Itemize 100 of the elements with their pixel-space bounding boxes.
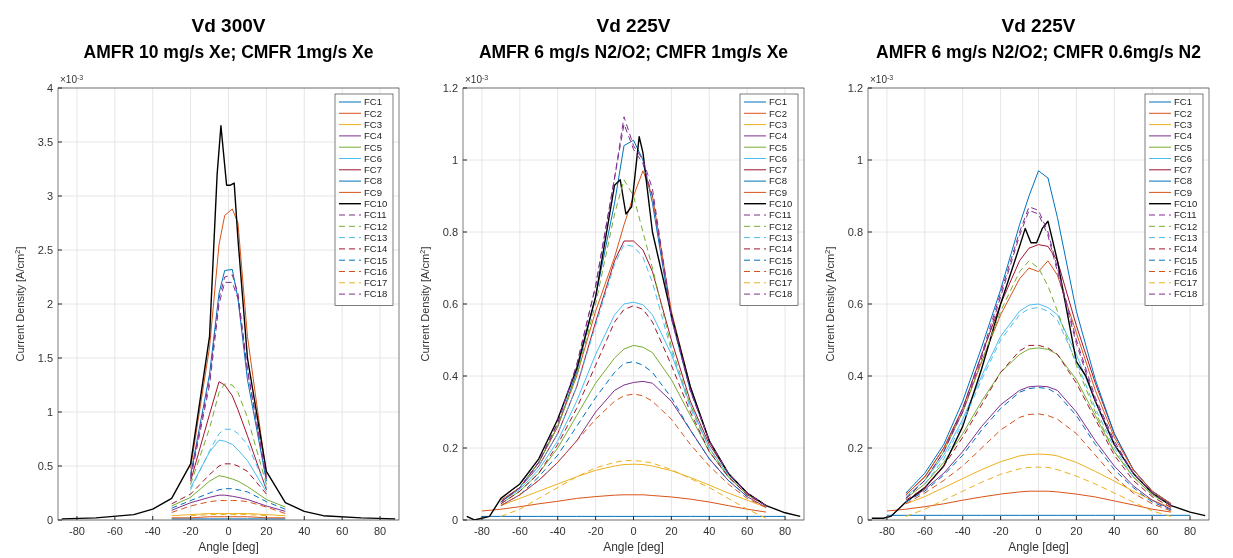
x-tick-label: -20 <box>992 525 1009 537</box>
x-tick-label: 40 <box>1108 525 1121 537</box>
legend-label: FC6 <box>1174 152 1192 164</box>
x-tick-label: 80 <box>778 525 792 537</box>
y-tick-label: 3.5 <box>37 135 53 148</box>
legend-label: FC10 <box>364 198 388 210</box>
legend-label: FC2 <box>1174 107 1192 119</box>
legend-label: FC5 <box>1174 141 1192 153</box>
y-tick-label: 1.2 <box>847 81 863 94</box>
legend-label: FC15 <box>364 254 388 266</box>
legend-label: FC9 <box>364 186 382 198</box>
x-tick-label: 40 <box>703 525 716 537</box>
x-tick-label: 20 <box>260 525 273 537</box>
x-tick-label: 20 <box>665 525 678 537</box>
legend-label: FC17 <box>769 277 793 289</box>
y-tick-label: 0 <box>856 513 863 526</box>
text: ×10$^{-3}$ <box>465 73 489 85</box>
legend-label: FC1 <box>1174 96 1192 108</box>
legend-label: FC2 <box>769 107 787 119</box>
text: ×10$^{-3}$ <box>60 73 84 85</box>
legend-label: FC8 <box>769 175 787 187</box>
x-tick-label: -60 <box>916 525 933 537</box>
x-axis-title: Angle [deg] <box>603 540 664 554</box>
y-tick-label: 0 <box>451 513 458 526</box>
x-tick-label: 80 <box>373 525 387 537</box>
x-tick-label: 0 <box>630 525 637 537</box>
legend-label: FC9 <box>769 186 787 198</box>
legend-label: FC17 <box>364 277 388 289</box>
legend-label: FC14 <box>769 243 793 255</box>
legend-label: FC10 <box>1174 198 1198 210</box>
legend-label: FC7 <box>769 164 787 176</box>
y-tick-label: 1 <box>451 153 458 166</box>
legend-label: FC6 <box>364 152 382 164</box>
legend-label: FC4 <box>1174 130 1192 142</box>
legend-label: FC4 <box>769 130 787 142</box>
y-tick-label: 2.5 <box>37 243 53 256</box>
x-axis-title: Angle [deg] <box>1008 540 1069 554</box>
legend-label: FC2 <box>364 107 382 119</box>
y-tick-label: 0.8 <box>847 225 863 238</box>
legend-label: FC15 <box>1174 254 1198 266</box>
x-tick-label: -40 <box>954 525 971 537</box>
x-tick-label: -40 <box>549 525 566 537</box>
x-tick-label: -80 <box>878 525 895 537</box>
y-tick-label: 4 <box>46 81 53 94</box>
x-tick-label: 60 <box>336 525 349 537</box>
legend-label: FC12 <box>769 220 793 232</box>
legend-label: FC16 <box>364 265 388 277</box>
legend-label: FC5 <box>364 141 382 153</box>
legend-label: FC17 <box>1174 277 1198 289</box>
x-tick-label: -60 <box>106 525 123 537</box>
legend-label: FC4 <box>364 130 382 142</box>
x-tick-label: 80 <box>1183 525 1197 537</box>
chart-subtitle: AMFR 6 mg/s N2/O2; CMFR 1mg/s Xe <box>478 42 789 62</box>
x-tick-label: 60 <box>741 525 754 537</box>
legend-label: FC9 <box>1174 186 1192 198</box>
legend-label: FC13 <box>769 231 793 243</box>
y-tick-label: 1 <box>46 405 53 418</box>
y-tick-label: 0.4 <box>847 369 863 382</box>
x-tick-label: 60 <box>1146 525 1159 537</box>
y-tick-label: 3 <box>46 189 53 202</box>
x-tick-label: -80 <box>473 525 490 537</box>
x-tick-label: 40 <box>298 525 311 537</box>
y-tick-label: 0.6 <box>847 297 863 310</box>
legend-label: FC3 <box>364 118 382 130</box>
chart-title: Vd 225V <box>1001 15 1076 36</box>
legend-label: FC8 <box>364 175 382 187</box>
legend-label: FC18 <box>364 288 388 300</box>
legend-label: FC16 <box>1174 265 1198 277</box>
y-tick-label: 0 <box>46 513 53 526</box>
x-tick-label: -40 <box>144 525 161 537</box>
legend-label: FC13 <box>364 231 388 243</box>
x-tick-label: -60 <box>511 525 528 537</box>
legend-label: FC18 <box>1174 288 1198 300</box>
legend-label: FC1 <box>364 96 382 108</box>
legend-label: FC11 <box>364 209 387 221</box>
legend-label: FC14 <box>364 243 388 255</box>
y-tick-label: 1 <box>856 153 863 166</box>
y-tick-label: 0.4 <box>442 369 458 382</box>
legend-label: FC11 <box>1174 209 1197 221</box>
y-tick-label: 0.5 <box>37 459 53 472</box>
legend-label: FC10 <box>769 198 793 210</box>
legend-label: FC8 <box>1174 175 1192 187</box>
x-tick-label: 20 <box>1070 525 1083 537</box>
legend-label: FC11 <box>769 209 792 221</box>
legend-label: FC1 <box>769 96 787 108</box>
y-tick-label: 0.6 <box>442 297 458 310</box>
chart-title: Vd 300V <box>191 15 266 36</box>
y-tick-label: 2 <box>46 297 53 310</box>
legend-label: FC16 <box>769 265 793 277</box>
x-tick-label: -20 <box>587 525 604 537</box>
y-tick-label: 0.2 <box>442 441 458 454</box>
legend-label: FC3 <box>1174 118 1192 130</box>
legend-label: FC3 <box>769 118 787 130</box>
x-tick-label: 0 <box>1035 525 1042 537</box>
legend-label: FC5 <box>769 141 787 153</box>
legend-label: FC12 <box>364 220 388 232</box>
legend-label: FC12 <box>1174 220 1198 232</box>
chart-subtitle: AMFR 10 mg/s Xe; CMFR 1mg/s Xe <box>83 42 374 62</box>
legend-label: FC7 <box>364 164 382 176</box>
y-tick-label: 0.8 <box>442 225 458 238</box>
